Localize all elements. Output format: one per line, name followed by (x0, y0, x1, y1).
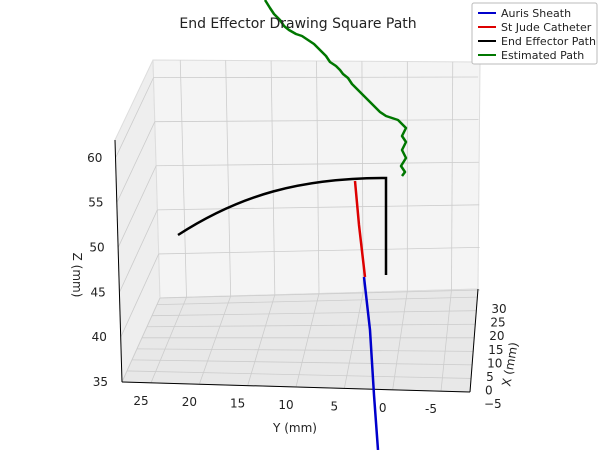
z-axis-label: Z (mm) (70, 253, 84, 298)
z-grid-line (154, 119, 479, 123)
z-axis-line (114, 139, 123, 383)
x-grid-line (126, 370, 472, 379)
z-grid-line (120, 253, 160, 338)
x-tick-label: 10 (487, 356, 502, 370)
z-tick-label: 35 (93, 375, 108, 389)
y-grid-line (179, 60, 187, 298)
y-grid-line (392, 290, 408, 390)
y-grid-line (247, 294, 276, 386)
series-estimated-path (263, 0, 408, 177)
y-tick-label: -5 (425, 402, 437, 416)
y-grid-line (225, 60, 232, 297)
y-grid-line (343, 292, 364, 389)
legend-entry-label: Auris Sheath (501, 7, 571, 20)
z-tick-label: 60 (87, 151, 102, 165)
legend-entry-label: End Effector Path (501, 35, 596, 48)
z-tick-label: 40 (92, 330, 107, 344)
y-axis-label: Y (mm) (272, 421, 317, 435)
y-tick-label: 10 (278, 398, 293, 412)
x-tick-label: −5 (484, 397, 502, 411)
axis-lines (114, 139, 479, 393)
x-grid-line (151, 310, 477, 317)
z-grid-line (119, 209, 158, 293)
z-grid-line (117, 165, 157, 248)
y-grid-line (150, 297, 187, 383)
y-tick-label: 15 (230, 397, 245, 411)
y-grid-line (440, 289, 452, 392)
legend-entry-label: St Jude Catheter (501, 21, 592, 34)
x-grid-line (131, 359, 473, 366)
y-tick-label: 20 (182, 395, 197, 409)
z-grid-line (116, 121, 156, 203)
x-tick-label: 5 (486, 370, 494, 384)
z-tick-label: 45 (90, 285, 105, 299)
y-tick-label: 0 (379, 401, 387, 415)
y-axis-line (121, 381, 471, 393)
grid-lines (115, 60, 481, 393)
series-auris-sheath (362, 276, 380, 451)
series-end-effector-path (177, 176, 388, 275)
z-tick-label: 50 (89, 241, 104, 255)
z-grid-line (115, 77, 154, 159)
z-grid-line (153, 76, 479, 79)
x-grid-line (136, 348, 474, 352)
y-grid-line (270, 60, 276, 295)
panes (114, 59, 481, 393)
series-lines (177, 0, 408, 451)
y-grid-line (451, 61, 454, 290)
x-tick-label: 15 (488, 343, 503, 357)
x-grid-line (156, 296, 478, 306)
x-tick-label: 30 (491, 302, 506, 316)
z-grid-line (158, 247, 480, 255)
y-tick-label: 25 (133, 394, 148, 408)
y-tick-label: 5 (331, 399, 339, 413)
z-tick-label: 55 (88, 196, 103, 210)
chart-title: End Effector Drawing Square Path (179, 16, 416, 32)
legend-entry-label: Estimated Path (501, 49, 584, 62)
legend-box (471, 2, 598, 65)
z-grid-line (121, 297, 161, 383)
y-grid-line (316, 60, 320, 294)
x-tick-label: 0 (485, 383, 493, 397)
x-tick-label: 20 (489, 329, 504, 343)
y-grid-line (198, 295, 232, 385)
z-grid-line (159, 289, 481, 299)
x-tick-label: 25 (490, 316, 505, 330)
series-st-jude-catheter (353, 180, 367, 278)
x-grid-line (146, 323, 476, 328)
y-grid-line (295, 293, 320, 388)
x-axis-line (469, 288, 479, 393)
